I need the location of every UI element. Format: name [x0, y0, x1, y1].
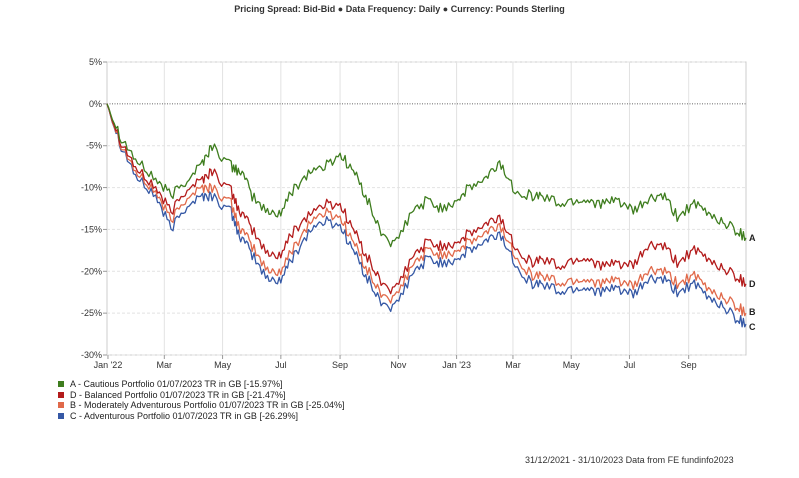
series-end-label-A: A — [749, 233, 756, 243]
currency-value: Pounds Sterling — [495, 4, 565, 14]
data-frequency-label: Data Frequency: — [345, 4, 417, 14]
separator-dot: ● — [442, 4, 449, 14]
y-axis: 5% 0% -5% -10% -15% -20% -25% -30% — [81, 57, 107, 360]
series-line-D — [106, 103, 747, 295]
x-tick-label: Sep — [681, 360, 697, 370]
source-footer: 31/12/2021 - 31/10/2023 Data from FE fun… — [525, 455, 734, 465]
chart-header: Pricing Spread: Bid-Bid ● Data Frequency… — [0, 4, 799, 14]
y-tick-label: 5% — [89, 57, 102, 67]
x-tick-label: Jan '22 — [94, 360, 123, 370]
legend-label: A - Cautious Portfolio 01/07/2023 TR in … — [70, 379, 283, 389]
y-tick-label: -20% — [81, 266, 102, 276]
series-line-A — [106, 103, 747, 248]
legend-swatch — [58, 381, 64, 388]
legend: A - Cautious Portfolio 01/07/2023 TR in … — [58, 379, 345, 421]
pricing-spread-value: Bid-Bid — [303, 4, 336, 14]
x-tick-label: Mar — [505, 360, 521, 370]
x-tick-label: Jul — [275, 360, 287, 370]
series-end-label-B: B — [749, 307, 756, 317]
y-tick-label: -30% — [81, 350, 102, 360]
x-tick-label: Mar — [157, 360, 173, 370]
y-tick-label: -10% — [81, 183, 102, 193]
series-line-B — [106, 103, 747, 317]
legend-swatch — [58, 402, 64, 409]
separator-dot: ● — [337, 4, 344, 14]
legend-label: C - Adventurous Portfolio 01/07/2023 TR … — [70, 410, 298, 421]
series-end-labels: CB D A — [749, 233, 756, 332]
legend-swatch — [58, 391, 64, 398]
legend-label: B - Moderately Adventurous Portfolio 01/… — [70, 400, 345, 410]
y-tick-label: -15% — [81, 224, 102, 234]
x-tick-label: May — [214, 360, 232, 370]
x-tick-label: Jan '23 — [442, 360, 471, 370]
y-tick-label: 0% — [89, 99, 102, 109]
legend-item: A - Cautious Portfolio 01/07/2023 TR in … — [58, 379, 345, 390]
legend-item: C - Adventurous Portfolio 01/07/2023 TR … — [58, 411, 345, 422]
y-tick-label: -25% — [81, 308, 102, 318]
x-axis: Jan '22 Mar May Jul Sep Nov Jan '23 Mar May Jul Se… — [94, 355, 697, 370]
x-tick-label: Jul — [624, 360, 636, 370]
series-lines — [106, 103, 747, 328]
series-end-label-C: C — [749, 322, 756, 332]
x-tick-label: Nov — [390, 360, 407, 370]
x-tick-label: May — [563, 360, 581, 370]
series-end-label-D: D — [749, 279, 756, 289]
legend-swatch — [58, 412, 64, 419]
series-line-C — [106, 103, 747, 328]
plot-area — [106, 61, 747, 356]
currency-label: Currency: — [450, 4, 494, 14]
legend-label: D - Balanced Portfolio 01/07/2023 TR in … — [70, 389, 286, 400]
x-tick-label: Sep — [332, 360, 348, 370]
pricing-spread-label: Pricing Spread: — [234, 4, 301, 14]
legend-item: B - Moderately Adventurous Portfolio 01/… — [58, 400, 345, 411]
data-frequency-value: Daily — [418, 4, 441, 14]
legend-item: D - Balanced Portfolio 01/07/2023 TR in … — [58, 390, 345, 401]
y-tick-label: -5% — [86, 141, 102, 151]
